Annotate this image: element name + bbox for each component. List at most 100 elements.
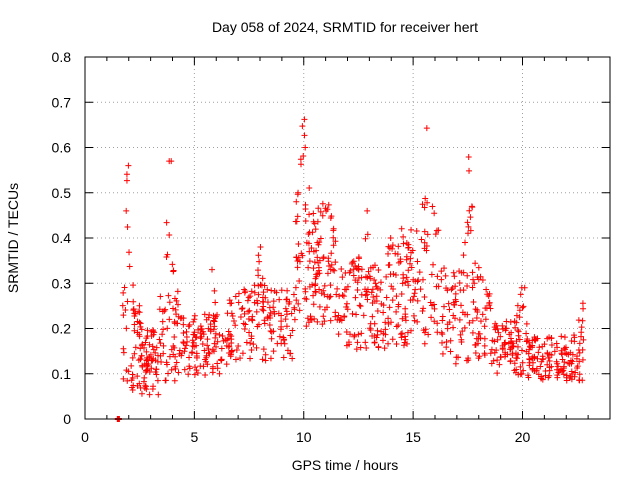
data-point: [402, 279, 409, 286]
data-point: [218, 345, 225, 352]
data-point: [344, 283, 351, 290]
data-point: [408, 327, 415, 334]
data-point: [260, 299, 267, 306]
data-point: [568, 360, 575, 367]
data-point: [568, 337, 575, 344]
data-point: [319, 200, 326, 207]
data-point: [382, 319, 389, 326]
data-point: [188, 349, 195, 356]
data-point: [403, 240, 410, 247]
data-point: [482, 316, 489, 323]
data-point: [390, 286, 397, 293]
data-point: [355, 331, 362, 338]
data-point: [207, 321, 214, 328]
data-point: [238, 305, 245, 312]
data-point: [189, 337, 196, 344]
data-point: [379, 337, 386, 344]
data-point: [355, 254, 362, 261]
data-point: [267, 327, 274, 334]
data-point: [136, 309, 143, 316]
data-point: [439, 350, 446, 357]
data-point: [491, 349, 498, 356]
data-point: [186, 321, 193, 328]
data-point: [245, 308, 252, 315]
data-point: [186, 354, 193, 361]
data-point: [333, 291, 340, 298]
data-point: [415, 277, 422, 284]
data-point: [389, 336, 396, 343]
data-point: [494, 357, 501, 364]
data-point: [141, 374, 148, 381]
data-point: [461, 324, 468, 331]
data-point: [200, 363, 207, 370]
data-point: [294, 213, 301, 220]
data-point: [576, 371, 583, 378]
data-point: [546, 372, 553, 379]
data-point: [456, 279, 463, 286]
data-point: [131, 327, 138, 334]
y-tick-label: 0.2: [52, 321, 72, 337]
data-point: [159, 318, 166, 325]
data-point: [349, 310, 356, 317]
data-point: [399, 315, 406, 322]
y-tick-label: 0.7: [52, 94, 72, 110]
data-point: [313, 247, 320, 254]
data-point: [516, 307, 523, 314]
data-point: [447, 337, 454, 344]
data-point: [354, 339, 361, 346]
data-point: [458, 338, 465, 345]
data-point: [375, 344, 382, 351]
data-point: [173, 359, 180, 366]
data-point: [385, 315, 392, 322]
data-point: [472, 341, 479, 348]
data-point: [383, 294, 390, 301]
data-point: [287, 350, 294, 357]
plot-frame: [84, 56, 611, 420]
data-point: [289, 327, 296, 334]
data-point: [239, 350, 246, 357]
data-point: [332, 259, 339, 266]
data-point: [453, 354, 460, 361]
data-point: [316, 239, 323, 246]
data-point: [554, 374, 561, 381]
data-point: [209, 346, 216, 353]
data-point: [266, 321, 273, 328]
data-point: [357, 344, 364, 351]
data-point: [353, 311, 360, 318]
data-point: [490, 357, 497, 364]
data-point: [470, 298, 477, 305]
data-point: [521, 284, 528, 291]
data-point: [212, 330, 219, 337]
data-point: [514, 302, 521, 309]
data-point: [317, 235, 324, 242]
data-point: [553, 340, 560, 347]
data-point: [305, 264, 312, 271]
data-point: [198, 326, 205, 333]
data-point: [145, 361, 152, 368]
data-point: [348, 260, 355, 267]
data-point: [321, 282, 328, 289]
data-point: [220, 337, 227, 344]
data-point: [178, 349, 185, 356]
data-point: [579, 356, 586, 363]
data-point: [165, 292, 172, 299]
data-point: [255, 291, 262, 298]
data-point: [485, 293, 492, 300]
data-point: [251, 299, 258, 306]
data-point: [225, 335, 232, 342]
data-point: [557, 366, 564, 373]
data-point: [332, 238, 339, 245]
data-point: [226, 331, 233, 338]
data-point: [291, 316, 298, 323]
data-point: [414, 258, 421, 265]
data-point: [362, 339, 369, 346]
data-point: [535, 349, 542, 356]
data-point: [135, 357, 142, 364]
data-point: [430, 261, 437, 268]
data-point: [216, 331, 223, 338]
data-point: [570, 332, 577, 339]
data-point: [123, 325, 130, 332]
data-point: [126, 263, 133, 270]
data-point: [242, 288, 249, 295]
data-point: [378, 300, 385, 307]
